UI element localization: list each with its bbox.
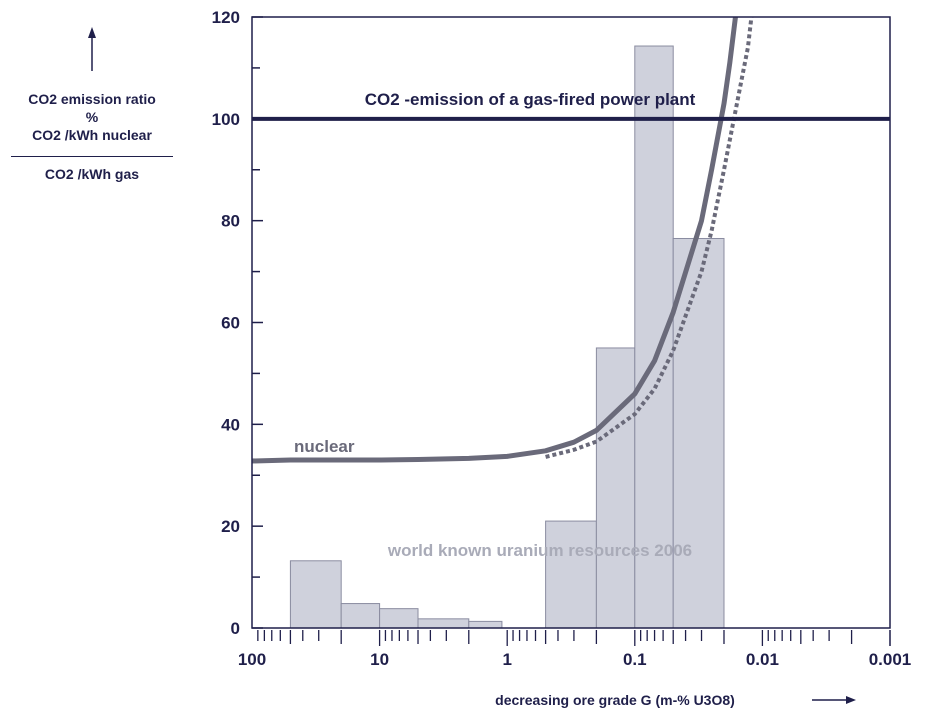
bar-3 xyxy=(417,618,470,629)
y-tick-label: 20 xyxy=(221,517,240,536)
y-axis-arrow xyxy=(88,27,96,71)
series-label-nuclear: nuclear xyxy=(294,437,355,456)
x-tick-label: 0.001 xyxy=(869,650,912,669)
series-dotted-line xyxy=(545,17,754,459)
y-label-unit: % xyxy=(85,109,99,125)
y-tick-label: 60 xyxy=(221,314,240,333)
x-tick-label: 10 xyxy=(370,650,389,669)
x-tick-label: 100 xyxy=(238,650,266,669)
reference-line-label: CO2 -emission of a gas-fired power plant xyxy=(365,90,696,109)
series-nuclear-line xyxy=(252,17,738,464)
bar-6 xyxy=(595,347,636,629)
bar-8 xyxy=(672,237,725,629)
x-axis-label: decreasing ore grade G (m-% U3O8) xyxy=(495,692,735,708)
x-tick-label: 0.1 xyxy=(623,650,647,669)
bar-5 xyxy=(545,520,597,629)
y-tick-label: 100 xyxy=(212,110,240,129)
bars-layer xyxy=(289,45,725,629)
y-tick-label: 40 xyxy=(221,415,240,434)
y-label-numerator: CO2 /kWh nuclear xyxy=(32,127,152,143)
curves-layer xyxy=(252,17,754,464)
x-axis-arrow xyxy=(812,696,856,704)
y-label-main: CO2 emission ratio xyxy=(28,91,156,107)
y-tick-label: 0 xyxy=(231,619,240,638)
bar-2 xyxy=(379,608,419,629)
bar-0 xyxy=(289,560,342,629)
y-tick-label: 120 xyxy=(212,8,240,27)
y-label-denominator: CO2 /kWh gas xyxy=(44,166,140,182)
axes-layer: 0 20 40 60 80 100 120 100 10 1 0.1 0.01 0.001 xyxy=(212,8,912,669)
fraction-rule xyxy=(11,156,173,157)
bar-4 xyxy=(468,620,503,629)
y-axis-label: CO2 emission ratio % CO2 /kWh nuclear CO… xyxy=(0,90,184,183)
x-tick-label: 0.01 xyxy=(746,650,779,669)
x-tick-label: 1 xyxy=(502,650,511,669)
bar-7 xyxy=(634,45,674,629)
bars-label: world known uranium resources 2006 xyxy=(387,541,692,560)
y-tick-label: 80 xyxy=(221,212,240,231)
bar-1 xyxy=(340,603,381,629)
